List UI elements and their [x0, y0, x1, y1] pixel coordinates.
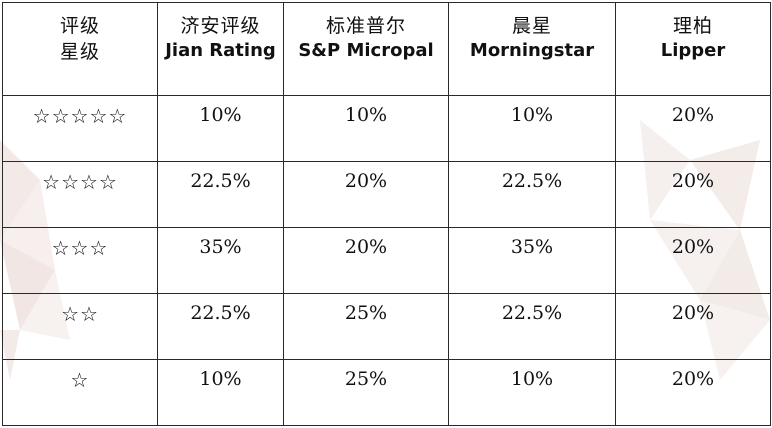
lipper-cell: 20%	[615, 359, 771, 426]
table-row: ☆☆☆☆ 22.5% 20% 22.5% 20%	[2, 161, 771, 228]
star-rating-cell: ☆☆☆☆☆	[2, 95, 158, 162]
star-rating-cell: ☆☆☆	[2, 227, 158, 294]
jian-rating-cell: 10%	[157, 359, 284, 426]
header-rating-stars: 评级 星级	[2, 2, 158, 96]
morningstar-cell: 10%	[448, 359, 616, 426]
star-rating-cell: ☆☆	[2, 293, 158, 360]
lipper-cell: 20%	[615, 161, 771, 228]
jian-rating-cell: 22.5%	[157, 293, 284, 360]
sp-micropal-cell: 10%	[283, 95, 449, 162]
star-rating-cell: ☆	[2, 359, 158, 426]
morningstar-cell: 22.5%	[448, 161, 616, 228]
table-header-row: 评级 星级 济安评级 Jian Rating 标准普尔 S&P Micropal…	[2, 2, 771, 96]
table-row: ☆☆☆ 35% 20% 35% 20%	[2, 227, 771, 294]
lipper-cell: 20%	[615, 293, 771, 360]
table-row: ☆☆ 22.5% 25% 22.5% 20%	[2, 293, 771, 360]
jian-rating-cell: 10%	[157, 95, 284, 162]
sp-micropal-cell: 20%	[283, 227, 449, 294]
jian-rating-cell: 35%	[157, 227, 284, 294]
lipper-cell: 20%	[615, 227, 771, 294]
header-jian-rating: 济安评级 Jian Rating	[157, 2, 284, 96]
sp-micropal-cell: 20%	[283, 161, 449, 228]
morningstar-cell: 22.5%	[448, 293, 616, 360]
star-rating-cell: ☆☆☆☆	[2, 161, 158, 228]
sp-micropal-cell: 25%	[283, 293, 449, 360]
header-lipper: 理柏 Lipper	[615, 2, 771, 96]
header-sp-micropal: 标准普尔 S&P Micropal	[283, 2, 449, 96]
sp-micropal-cell: 25%	[283, 359, 449, 426]
table-row: ☆ 10% 25% 10% 20%	[2, 359, 771, 426]
lipper-cell: 20%	[615, 95, 771, 162]
table-row: ☆☆☆☆☆ 10% 10% 10% 20%	[2, 95, 771, 162]
morningstar-cell: 10%	[448, 95, 616, 162]
header-morningstar: 晨星 Morningstar	[448, 2, 616, 96]
morningstar-cell: 35%	[448, 227, 616, 294]
jian-rating-cell: 22.5%	[157, 161, 284, 228]
